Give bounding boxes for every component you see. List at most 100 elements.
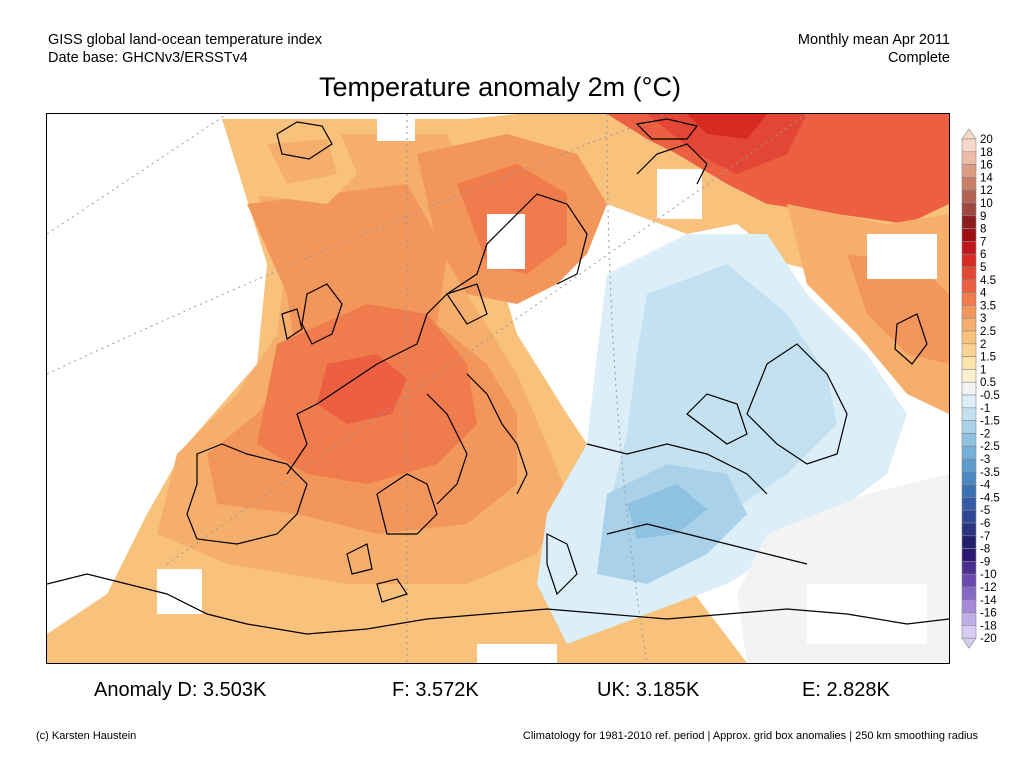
colorbar-box (961, 253, 977, 268)
colorbar-tick-label: -20 (980, 633, 997, 645)
colorbar-tick-label: -3.5 (980, 467, 1000, 479)
colorbar-tick-label: 8 (980, 224, 986, 236)
colorbar-box (961, 535, 977, 549)
header-left: GISS global land-ocean temperature index… (48, 31, 322, 67)
colorbar-box (961, 241, 977, 255)
colorbar-box (961, 484, 977, 498)
database-label: Date base: GHCNv3/ERSSTv4 (48, 50, 248, 66)
colorbar-tick-label: 20 (980, 134, 993, 146)
anomaly-stats: Anomaly D: 3.503K F: 3.572K UK: 3.185K E… (0, 679, 1024, 705)
colorbar-tick-label: 5 (980, 262, 986, 274)
anomaly-f-value: F: 3.572K (392, 679, 479, 701)
colorbar-tick-label: 16 (980, 160, 993, 172)
colorbar-arrow-top (961, 128, 977, 140)
colorbar-tick-label: 3 (980, 313, 986, 325)
footnote: Climatology for 1981-2010 ref. period | … (522, 730, 978, 742)
anomaly-map (46, 113, 950, 664)
colorbar: 201816141210987654.543.532.521.510.5-0.5… (961, 128, 1000, 649)
colorbar-box (961, 202, 977, 217)
colorbar-box (961, 305, 977, 319)
map-graphic (47, 114, 949, 663)
colorbar-box (961, 138, 977, 153)
colorbar-tick-label: -5 (980, 505, 990, 517)
colorbar-tick-label: -2.5 (980, 441, 1000, 453)
colorbar-tick-label: 7 (980, 236, 986, 248)
anomaly-d-value: Anomaly D: 3.503K (94, 679, 267, 701)
colorbar-tick-label: -12 (980, 582, 997, 594)
colorbar-tick-label: -9 (980, 556, 990, 568)
status-label: Complete (887, 50, 950, 66)
colorbar-tick-label: -18 (980, 620, 997, 632)
colorbar-tick-label: 9 (980, 211, 986, 223)
colorbar-box (961, 381, 977, 396)
colorbar-tick-label: 0.5 (980, 377, 996, 389)
colorbar-box (961, 586, 977, 601)
colorbar-box (961, 407, 977, 421)
colorbar-box (961, 189, 977, 204)
colorbar-box (961, 509, 977, 524)
colorbar-box (961, 151, 977, 165)
colorbar-box (961, 445, 977, 460)
colorbar-tick-label: -14 (980, 595, 997, 607)
colorbar-box (961, 458, 977, 473)
colorbar-box (961, 279, 977, 293)
colorbar-tick-label: -10 (980, 569, 997, 581)
colorbar-box (961, 369, 977, 383)
colorbar-tick-label: -16 (980, 608, 997, 620)
colorbar-tick-label: -6 (980, 518, 990, 530)
anomaly-uk-value: UK: 3.185K (597, 679, 700, 701)
colorbar-box (961, 177, 977, 191)
colorbar-box (961, 522, 977, 537)
colorbar-tick-label: -1.5 (980, 416, 1000, 428)
colorbar-boxes (961, 128, 977, 649)
colorbar-tick-label: 18 (980, 147, 993, 159)
colorbar-box (961, 266, 977, 281)
colorbar-tick-label: -8 (980, 544, 990, 556)
colorbar-box (961, 356, 977, 370)
colorbar-tick-label: -0.5 (980, 390, 1000, 402)
colorbar-box (961, 573, 977, 588)
colorbar-box (961, 330, 977, 345)
colorbar-box (961, 394, 977, 409)
colorbar-box (961, 343, 977, 357)
colorbar-box (961, 561, 977, 575)
colorbar-tick-label: 2.5 (980, 326, 996, 338)
colorbar-arrow-bottom (961, 637, 977, 649)
map-title: Temperature anomaly 2m (°C) (319, 72, 681, 102)
colorbar-tick-label: -4 (980, 480, 991, 492)
colorbar-box (961, 612, 977, 626)
colorbar-box (961, 228, 977, 242)
colorbar-tick-label: -4.5 (980, 492, 1000, 504)
period-label: Monthly mean Apr 2011 (797, 32, 950, 48)
colorbar-box (961, 164, 977, 178)
colorbar-tick-label: -2 (980, 428, 990, 440)
colorbar-tick-label: 3.5 (980, 300, 996, 312)
colorbar-box (961, 548, 977, 562)
colorbar-tick-label: 4 (980, 288, 987, 300)
colorbar-box (961, 420, 977, 434)
colorbar-tick-label: -1 (980, 403, 990, 415)
colorbar-tick-label: 14 (980, 172, 993, 184)
colorbar-tick-label: 1 (980, 364, 986, 376)
dataset-title: GISS global land-ocean temperature index (48, 32, 323, 48)
colorbar-tick-label: 2 (980, 339, 986, 351)
colorbar-tick-label: 1.5 (980, 352, 996, 364)
anomaly-e-value: E: 2.828K (802, 679, 890, 701)
colorbar-tick-label: 12 (980, 185, 993, 197)
colorbar-box (961, 433, 977, 447)
colorbar-tick-label: -3 (980, 454, 990, 466)
colorbar-box (961, 317, 977, 332)
header-right: Monthly mean Apr 2011 Complete (798, 31, 950, 67)
colorbar-labels: 201816141210987654.543.532.521.510.5-0.5… (980, 134, 1000, 645)
colorbar-tick-label: 6 (980, 249, 986, 261)
colorbar-box (961, 599, 977, 613)
colorbar-tick-label: 4.5 (980, 275, 996, 287)
colorbar-tick-label: 10 (980, 198, 993, 210)
colorbar-tick-label: -7 (980, 531, 990, 543)
colorbar-box (961, 497, 977, 511)
colorbar-box (961, 215, 977, 229)
colorbar-box (961, 471, 977, 485)
credit: (c) Karsten Haustein (36, 730, 137, 742)
colorbar-box (961, 625, 977, 639)
colorbar-box (961, 292, 977, 306)
